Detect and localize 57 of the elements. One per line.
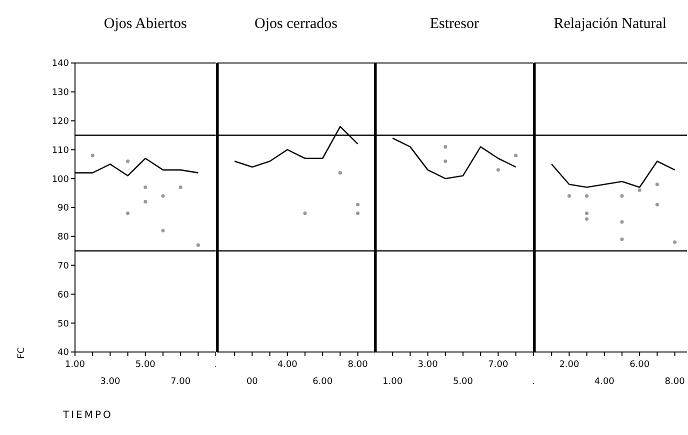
point bbox=[161, 228, 165, 232]
point bbox=[584, 194, 588, 198]
x-tick-label: 6.00 bbox=[629, 360, 650, 370]
x-tick-label: 7.00 bbox=[488, 360, 509, 370]
point bbox=[444, 145, 448, 149]
point bbox=[637, 188, 641, 192]
y-tick-label: 140 bbox=[52, 59, 70, 70]
point bbox=[144, 200, 148, 204]
chart-title: Relajación Natural bbox=[552, 16, 668, 33]
point bbox=[584, 212, 588, 216]
x-tick-label: 5.00 bbox=[135, 360, 156, 370]
y-tick-label: 120 bbox=[52, 116, 70, 127]
point bbox=[496, 168, 500, 172]
y-tick-label: 100 bbox=[52, 174, 70, 185]
point bbox=[620, 194, 624, 198]
point bbox=[655, 182, 659, 186]
x-tick-label: 8.00 bbox=[664, 376, 685, 387]
y-tick-label: 130 bbox=[52, 88, 70, 98]
y-tick-label: 80 bbox=[58, 232, 70, 243]
x-tick-label: 3.00 bbox=[418, 360, 438, 370]
point bbox=[90, 154, 94, 158]
point bbox=[126, 159, 130, 164]
point bbox=[444, 159, 448, 164]
point bbox=[161, 194, 165, 198]
point bbox=[620, 238, 624, 242]
x-tick-label: 4.00 bbox=[277, 360, 298, 370]
point bbox=[655, 202, 659, 206]
point bbox=[126, 212, 130, 216]
x-tick-label: 7.00 bbox=[170, 377, 191, 387]
point bbox=[144, 185, 148, 190]
y-tick-label: 70 bbox=[58, 261, 70, 272]
point bbox=[196, 243, 200, 247]
x-tick-label: 6.00 bbox=[312, 376, 333, 387]
y-tick-label: 60 bbox=[58, 290, 70, 300]
y-tick-label: 50 bbox=[58, 319, 70, 330]
x-tick-label: 5.00 bbox=[453, 376, 474, 387]
x-tick-label: 1.00 bbox=[382, 376, 404, 387]
x-axis-title: TIEMPO bbox=[63, 410, 113, 421]
point bbox=[672, 240, 676, 244]
point bbox=[620, 220, 624, 224]
y-tick-label: 40 bbox=[58, 348, 70, 358]
point bbox=[584, 217, 588, 221]
x-tick-label: 2.00 bbox=[558, 360, 580, 370]
chart-title: Estresor bbox=[428, 16, 480, 33]
x-tick-label: 1.00 bbox=[64, 360, 86, 370]
x-tick-label: 4.00 bbox=[594, 376, 614, 387]
chart-title: Ojos Abiertos bbox=[102, 16, 188, 33]
y-tick-label: 110 bbox=[52, 146, 70, 156]
y-axis-title: FC bbox=[17, 346, 27, 361]
point bbox=[514, 154, 518, 158]
chart-title: Ojos cerrados bbox=[254, 16, 338, 33]
x-tick-label: 8.00 bbox=[348, 360, 368, 370]
x-tick-label: 3.00 bbox=[100, 377, 120, 387]
x-tick-label: 00 bbox=[246, 376, 258, 387]
point bbox=[567, 194, 571, 198]
point bbox=[178, 185, 182, 190]
y-tick-label: 90 bbox=[58, 204, 70, 214]
